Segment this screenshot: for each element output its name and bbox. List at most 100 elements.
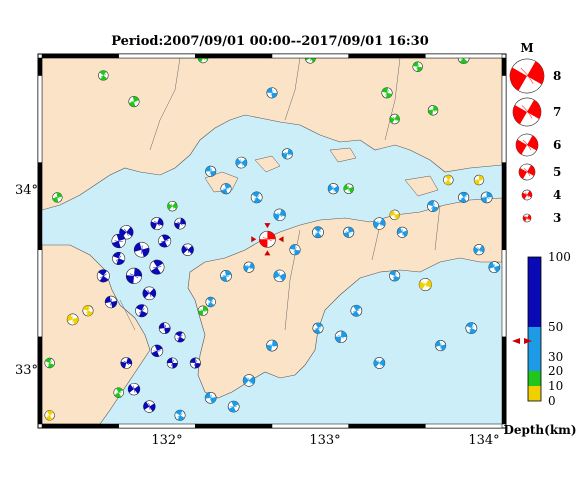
event-mechanism	[44, 357, 55, 369]
lon-tick-label: 133°	[309, 433, 340, 448]
map-area	[42, 58, 502, 424]
magnitude-legend-label: 3	[553, 211, 561, 225]
depth-band-mid2	[528, 357, 541, 371]
event-mechanism	[488, 261, 501, 274]
event-mechanism	[235, 156, 248, 169]
event-mechanism	[128, 96, 140, 108]
event-mechanism	[412, 61, 423, 72]
event-mechanism	[158, 322, 171, 335]
event-mechanism	[44, 410, 55, 421]
event-mechanism	[389, 209, 400, 221]
depth-tick-label: 0	[548, 394, 556, 408]
event-mechanism	[418, 278, 432, 292]
depth-tick-label: 10	[548, 379, 563, 393]
event-mechanism	[281, 148, 293, 160]
event-mechanism	[66, 313, 79, 326]
event-mechanism	[174, 331, 186, 343]
event-mechanism	[135, 304, 149, 318]
island-3	[329, 147, 357, 163]
event-mechanism	[220, 269, 232, 282]
event-mechanism	[111, 233, 126, 249]
lon-tick-label: 134°	[468, 433, 499, 448]
event-mechanism	[373, 217, 386, 230]
event-mechanism	[312, 226, 324, 239]
lat-tick-label: 34°	[15, 183, 38, 198]
lat-tick-label: 33°	[15, 363, 38, 378]
event-mechanism	[181, 243, 194, 256]
magnitude-legend-label: 6	[553, 138, 561, 152]
depth-band-green	[528, 371, 541, 386]
magnitude-legend-label: 7	[553, 105, 561, 119]
event-mechanism	[373, 357, 386, 369]
magnitude-legend-label: 5	[553, 165, 561, 179]
event-mechanism	[150, 217, 164, 231]
event-mechanism	[289, 244, 301, 256]
magnitude-legend: M 8 7 6 5 4 3	[509, 41, 561, 225]
event-mechanism	[189, 357, 201, 369]
depth-tick-label: 50	[548, 320, 563, 334]
magnitude-legend-mechanism	[521, 189, 533, 201]
event-mechanism	[343, 183, 354, 194]
event-mechanism	[205, 296, 216, 308]
event-mechanism	[266, 87, 278, 99]
event-mechanism	[273, 208, 286, 222]
event-mechanism	[112, 251, 126, 265]
event-mechanism	[220, 183, 232, 195]
event-mechanism	[473, 244, 485, 256]
event-mechanism	[443, 174, 454, 186]
event-mechanism	[480, 191, 493, 204]
map-title: Period:2007/09/01 00:00--2017/09/01 16:3…	[111, 34, 429, 49]
event-mechanism	[133, 241, 150, 258]
event-mechanism	[227, 400, 240, 413]
magnitude-legend-mechanism	[518, 163, 536, 181]
event-mechanism	[273, 269, 286, 283]
magnitude-legend-mechanism	[522, 213, 532, 223]
magnitude-legend-title: M	[520, 41, 533, 55]
event-mechanism	[125, 267, 143, 284]
event-mechanism	[166, 357, 178, 369]
land-kyushu	[42, 244, 151, 424]
event-mechanism	[427, 105, 439, 116]
event-mechanism	[389, 270, 401, 282]
depth-scale: 100 50 30 20 10 0 Depth(km)	[503, 250, 576, 437]
event-mechanism	[242, 374, 256, 387]
depth-band-deep	[528, 257, 541, 327]
depth-tick-label: 30	[548, 350, 563, 364]
land-shikoku	[187, 197, 502, 399]
map-frame	[37, 53, 507, 429]
event-mechanism	[96, 269, 110, 283]
magnitude-legend-label: 8	[553, 69, 561, 83]
event-mechanism	[465, 322, 478, 335]
event-mechanism	[52, 192, 63, 203]
event-mechanism	[197, 305, 209, 316]
main-event-marker-icon	[251, 223, 284, 256]
event-mechanism	[113, 387, 124, 398]
depth-scale-border	[527, 256, 542, 402]
event-mechanism	[205, 165, 217, 177]
event-mechanism	[174, 409, 186, 421]
magnitude-legend-items: 8 7 6 5 4 3	[509, 58, 561, 225]
event-mechanism	[243, 261, 255, 273]
event-mechanism	[343, 226, 355, 238]
event-mechanism	[158, 234, 172, 248]
events-layer	[44, 58, 501, 421]
event-mechanism	[104, 295, 118, 309]
lon-tick-label: 132°	[151, 433, 182, 448]
magnitude-legend-mechanism	[512, 97, 542, 127]
event-mechanism	[143, 400, 156, 413]
event-mechanism	[250, 191, 263, 204]
island-4	[404, 175, 439, 197]
event-mechanism	[120, 357, 133, 369]
event-mechanism	[458, 191, 470, 203]
depth-tick-label: 100	[548, 250, 571, 264]
event-mechanism	[381, 87, 393, 99]
event-mechanism	[435, 340, 447, 352]
event-mechanism	[149, 259, 165, 275]
main-event-mechanism	[258, 230, 276, 248]
event-mechanism	[304, 58, 316, 64]
prefecture-boundaries	[119, 58, 441, 331]
depth-tick-label: 20	[548, 364, 563, 378]
depth-band-yellow	[528, 386, 541, 401]
island-2	[254, 155, 281, 173]
event-mechanism	[174, 217, 186, 230]
